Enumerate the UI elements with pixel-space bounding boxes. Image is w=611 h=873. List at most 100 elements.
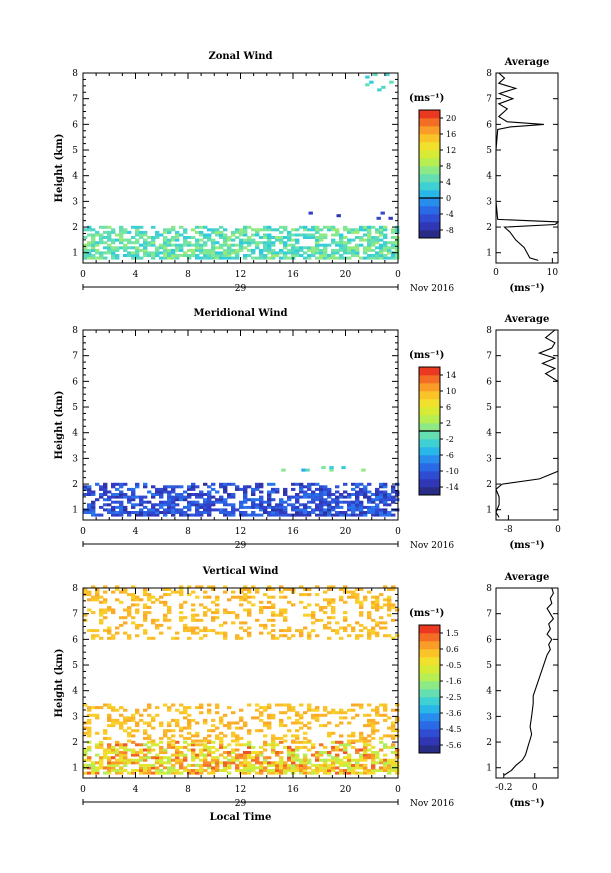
heatmap-cell xyxy=(247,743,252,747)
heatmap-cell xyxy=(259,751,264,754)
heatmap-cell xyxy=(239,626,244,630)
heatmap-cell xyxy=(107,225,112,229)
heatmap-cell xyxy=(307,766,312,770)
heatmap-cell xyxy=(107,246,112,250)
heatmap-cell xyxy=(159,493,164,496)
heatmap-cell xyxy=(175,230,180,234)
heatmap-cell xyxy=(83,758,88,762)
heatmap-cell xyxy=(319,513,324,517)
heatmap-cell xyxy=(171,238,176,242)
heatmap-cell xyxy=(163,243,168,247)
heatmap-cell xyxy=(251,585,256,589)
heatmap-cell xyxy=(359,238,364,242)
heatmap-cell xyxy=(215,766,220,770)
colorbar-segment xyxy=(419,166,440,175)
heatmap-cell xyxy=(347,761,352,765)
heatmap-cell xyxy=(291,751,296,754)
heatmap-cell xyxy=(167,771,172,775)
heatmap-cell xyxy=(315,228,320,232)
heatmap-cell xyxy=(227,511,232,514)
heatmap-cell xyxy=(323,256,328,260)
heatmap-cell xyxy=(335,758,340,762)
heatmap-cell xyxy=(163,734,168,738)
heatmap-cell xyxy=(307,505,312,509)
heatmap-cell xyxy=(279,500,284,504)
heatmap-cell xyxy=(359,236,364,239)
heatmap-cell xyxy=(283,745,288,749)
heatmap-cell xyxy=(219,761,224,765)
heatmap-cell xyxy=(267,500,272,504)
heatmap-cell xyxy=(311,248,316,252)
heatmap-cell xyxy=(303,490,308,494)
heatmap-cell xyxy=(215,734,220,738)
heatmap-cell xyxy=(319,511,324,514)
heatmap-cell xyxy=(287,748,292,752)
heatmap-cell xyxy=(239,241,244,245)
heatmap-cell xyxy=(187,706,192,710)
x-tick-label: 20 xyxy=(340,527,352,537)
heatmap-cell xyxy=(135,751,140,754)
heatmap-cell xyxy=(143,756,148,760)
heatmap-cell xyxy=(143,511,148,514)
heatmap-cell xyxy=(351,254,356,257)
heatmap-cell xyxy=(131,251,136,255)
colorbar-segment xyxy=(419,625,440,634)
heatmap-cell xyxy=(287,729,292,733)
heatmap-cell xyxy=(147,508,152,512)
heatmap-cell xyxy=(143,246,148,250)
heatmap-cell xyxy=(131,246,136,250)
heatmap-cell xyxy=(223,236,228,239)
heatmap-cell xyxy=(351,595,356,599)
heatmap-cell xyxy=(175,508,180,512)
heatmap-cell xyxy=(175,758,180,762)
day-label: 29 xyxy=(235,541,247,551)
heatmap-cell xyxy=(135,238,140,242)
heatmap-cell xyxy=(295,718,300,722)
heatmap-cell xyxy=(359,739,364,743)
heatmap-cell xyxy=(331,254,336,257)
colorbar-tick-label: 20 xyxy=(446,114,456,123)
heatmap-cell xyxy=(155,490,160,494)
heatmap-cell xyxy=(203,233,208,237)
heatmap-cell xyxy=(83,511,88,514)
x-tick-label: 4 xyxy=(133,527,139,537)
heatmap-cell xyxy=(107,713,112,717)
heatmap-cell xyxy=(103,611,108,615)
heatmap-cell xyxy=(87,256,92,260)
heatmap-cell xyxy=(131,603,136,607)
heatmap-cell xyxy=(391,761,396,765)
heatmap-cell xyxy=(263,243,268,247)
heatmap-cell xyxy=(195,508,200,512)
heatmap-cell xyxy=(163,241,168,245)
heatmap-cell xyxy=(251,763,256,767)
heatmap-cell xyxy=(383,585,388,589)
heatmap-cell xyxy=(191,771,196,775)
heatmap-cell xyxy=(367,771,372,775)
heatmap-cell xyxy=(323,745,328,749)
heatmap-cell xyxy=(331,606,336,609)
heatmap-cell xyxy=(223,745,228,749)
heatmap-cell xyxy=(187,763,192,767)
heatmap-cell xyxy=(267,716,272,720)
heatmap-cell xyxy=(283,634,288,638)
heatmap-cell xyxy=(151,495,156,499)
heatmap-cell xyxy=(291,761,296,765)
heatmap-cell xyxy=(379,748,384,752)
heatmap-cell xyxy=(159,771,164,775)
average-profile-line xyxy=(495,329,559,518)
heatmap-cell xyxy=(87,503,92,507)
heatmap-cell xyxy=(199,243,204,247)
heatmap-cell xyxy=(319,769,324,772)
heatmap-cell xyxy=(247,600,252,604)
heatmap-cell xyxy=(295,241,300,245)
heatmap-cell xyxy=(131,498,136,502)
heatmap-cell xyxy=(175,233,180,237)
heatmap-cell xyxy=(115,753,120,757)
heatmap-cell xyxy=(163,485,168,489)
heatmap-cell xyxy=(327,758,332,762)
heatmap-cell xyxy=(343,629,348,633)
heatmap-cell xyxy=(223,485,228,489)
heatmap-cell xyxy=(243,254,248,257)
heatmap-cell xyxy=(163,748,168,752)
heatmap-cell xyxy=(219,495,224,499)
